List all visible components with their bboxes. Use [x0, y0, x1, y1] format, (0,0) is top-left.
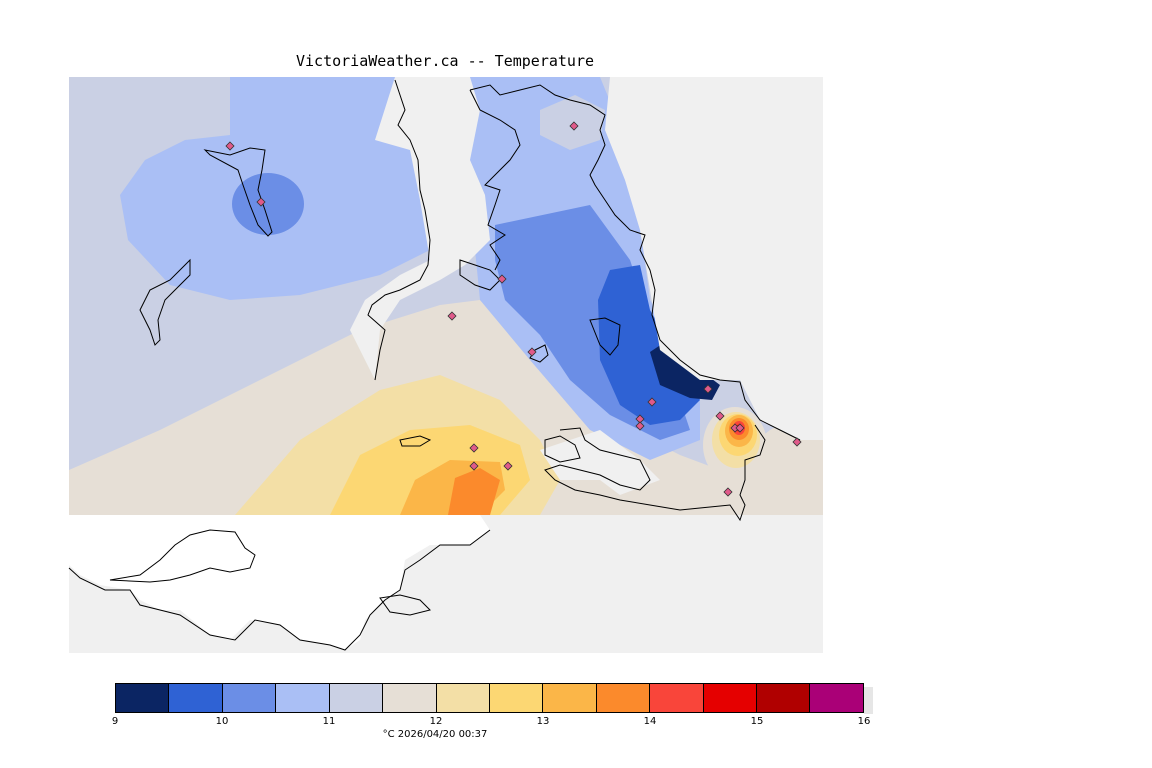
diamond-icon [497, 274, 507, 284]
coastlines [68, 79, 801, 651]
diamond-icon [703, 384, 713, 394]
legend-swatch [650, 684, 704, 712]
diamond-icon [527, 347, 537, 357]
diamond-icon [715, 411, 725, 421]
legend-tick-label: 10 [215, 716, 229, 727]
band-10-10.5-west [232, 173, 304, 235]
legend-swatch [703, 684, 758, 712]
legend-tick-label: 9 [111, 716, 119, 727]
legend-swatch [543, 684, 597, 712]
diamond-icon [469, 461, 479, 471]
water-areas [350, 77, 823, 495]
legend-tick-label: 13 [536, 716, 550, 727]
legend-swatch [596, 684, 651, 712]
out-of-domain-area [69, 515, 490, 650]
station-markers [225, 121, 802, 497]
color-legend: 9 10 11 12 13 14 15 16 °C 2026/04/20 00:37 [111, 683, 875, 743]
diamond-icon [225, 141, 235, 151]
legend-caption: °C 2026/04/20 00:37 [382, 729, 488, 740]
legend-tick-label: 11 [322, 716, 336, 727]
legend-tick-label: 16 [857, 716, 871, 727]
diamond-icon [569, 121, 579, 131]
band-11-top [540, 95, 605, 150]
legend-swatch [169, 684, 223, 712]
diamond-icon [723, 487, 733, 497]
legend-tick-label: 12 [429, 716, 443, 727]
legend-swatch [222, 684, 277, 712]
diamond-icon [635, 421, 645, 431]
map-title: VictoriaWeather.ca -- Temperature [295, 52, 594, 70]
band-13.5-14 [448, 468, 500, 515]
legend-swatch [810, 684, 863, 712]
diamond-icon [735, 423, 745, 433]
diamond-icon [792, 437, 802, 447]
diamond-icon [447, 311, 457, 321]
legend-swatch [329, 684, 384, 712]
temperature-field [69, 77, 823, 515]
legend-shadow [864, 687, 873, 714]
legend-swatch [436, 684, 490, 712]
legend-swatch [276, 684, 330, 712]
legend-swatch [383, 684, 437, 712]
legend-bar [115, 683, 864, 713]
diamond-icon [469, 443, 479, 453]
diamond-icon [647, 397, 657, 407]
legend-swatch [757, 684, 811, 712]
legend-tick-label: 15 [750, 716, 764, 727]
legend-swatch [489, 684, 544, 712]
legend-tick-label: 14 [643, 716, 657, 727]
diamond-icon [503, 461, 513, 471]
legend-swatch [116, 684, 170, 712]
diamond-icon [256, 197, 266, 207]
